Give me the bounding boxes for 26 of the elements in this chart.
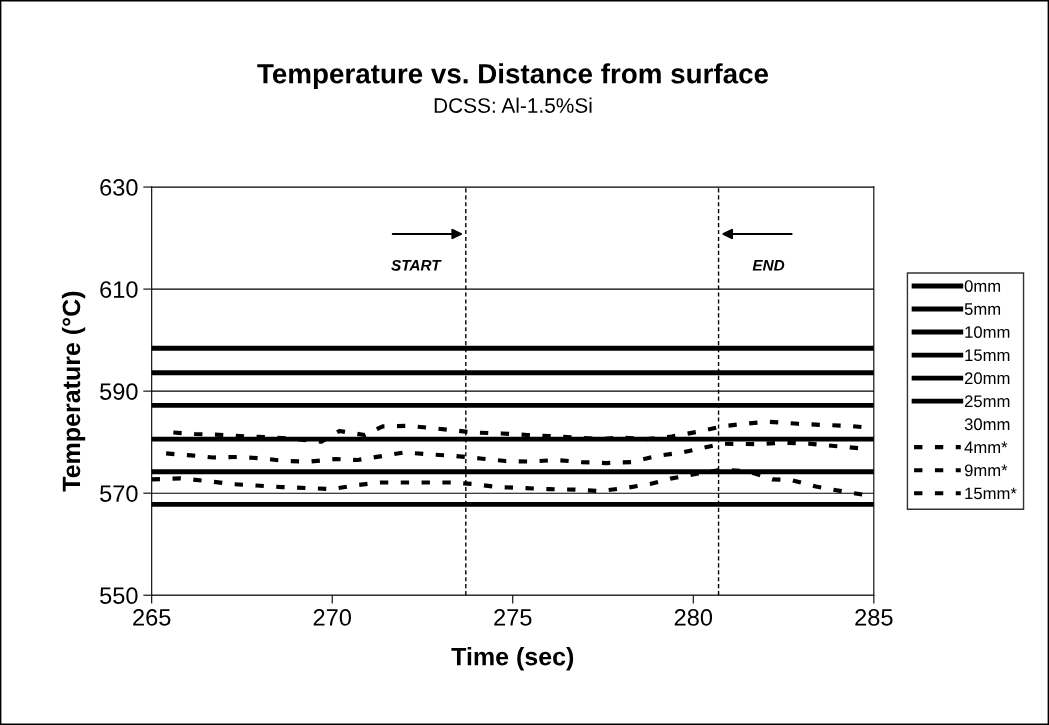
y-tick-label: 610 <box>100 281 138 298</box>
legend-label: 15mm <box>965 349 1010 362</box>
x-tick-label: 280 <box>674 609 713 626</box>
legend-label: 4mm* <box>964 441 1008 454</box>
x-tick-label: 275 <box>494 609 532 626</box>
x-tick-label: 265 <box>133 609 171 626</box>
text: 30mm <box>964 418 1010 431</box>
y-axis-title: Temperature (°C) <box>61 291 86 492</box>
chart-title: Temperature vs. Distance from surface <box>257 63 769 90</box>
legend-label: 9mm* <box>964 464 1008 477</box>
annotation: START <box>391 259 442 271</box>
chart-subtitle: DCSS: Al-1.5%Si <box>434 97 592 113</box>
x-axis-title: Time (sec) <box>451 647 574 671</box>
legend-label: 25mm <box>964 395 1010 408</box>
annotation: END <box>752 260 785 271</box>
y-tick-label: 570 <box>100 485 138 502</box>
legend-label: 0mm <box>964 280 1001 292</box>
legend-label: 10mm <box>965 326 1010 339</box>
legend-label: 20mm <box>964 372 1010 385</box>
x-tick-label: 285 <box>855 609 893 626</box>
y-tick-label: 630 <box>100 179 138 196</box>
x-tick-label: 270 <box>313 609 351 626</box>
legend-label: 15mm* <box>965 487 1017 500</box>
legend-label: 5mm <box>964 303 1001 315</box>
y-tick-label: 550 <box>100 587 138 605</box>
y-tick-label: 590 <box>100 383 138 400</box>
